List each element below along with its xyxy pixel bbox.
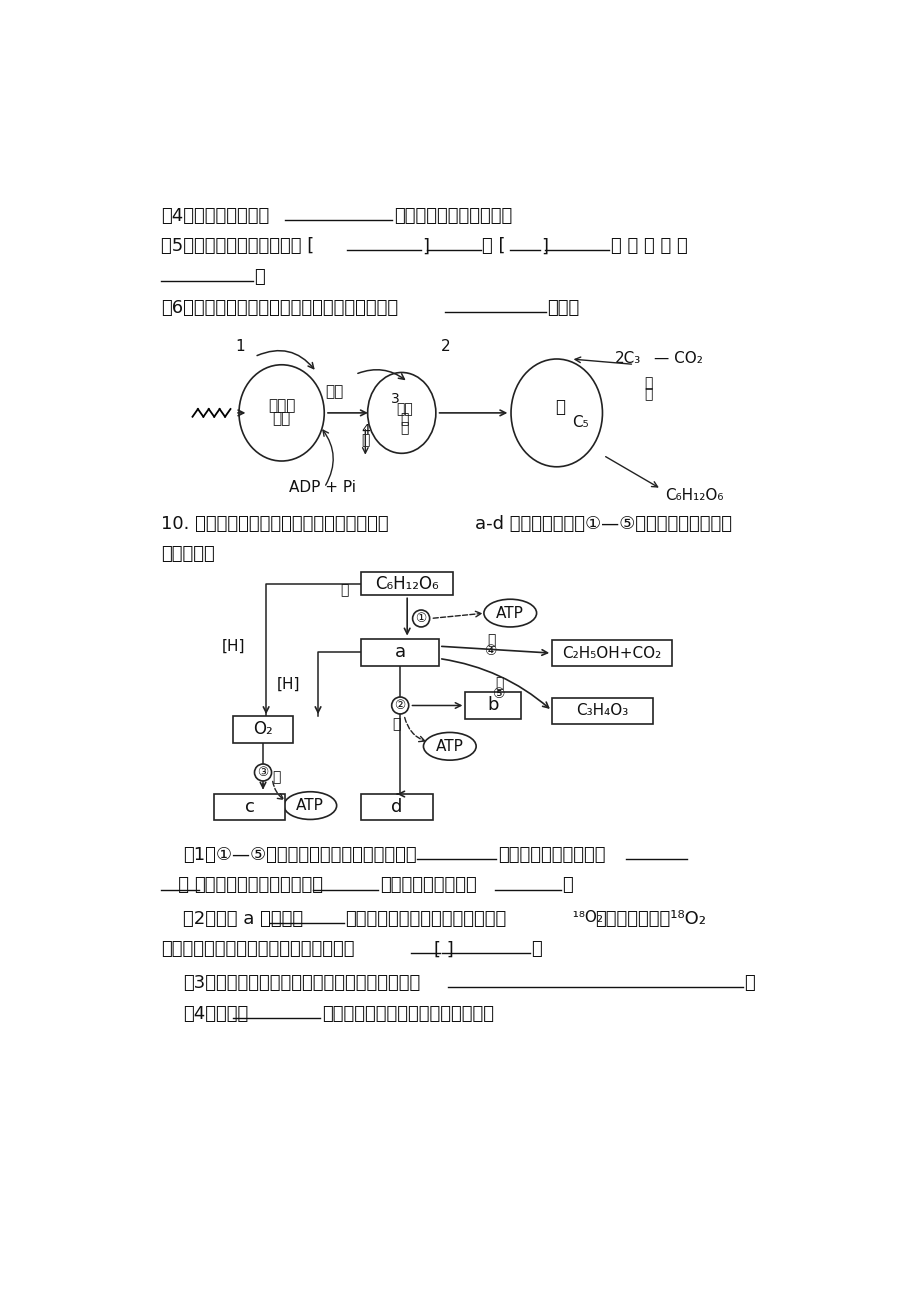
Text: ]: ] bbox=[422, 237, 429, 256]
Text: ；在细胞质基质中进行的是: ；在细胞质基质中进行的是 bbox=[194, 876, 323, 895]
Text: ；: ； bbox=[162, 876, 189, 895]
Text: 可使活细胞中的线粒体染成蓝绿色。: 可使活细胞中的线粒体染成蓝绿色。 bbox=[322, 1005, 494, 1024]
FancyBboxPatch shape bbox=[361, 572, 452, 596]
Text: 酶: 酶 bbox=[361, 434, 369, 447]
Text: ③: ③ bbox=[257, 765, 268, 778]
Text: 1: 1 bbox=[235, 339, 244, 353]
FancyBboxPatch shape bbox=[233, 716, 293, 743]
Text: （4）用染料: （4）用染料 bbox=[183, 1005, 248, 1024]
Text: ②: ② bbox=[394, 699, 405, 712]
Text: （5）暗反应需要光反应提供 [: （5）暗反应需要光反应提供 [ bbox=[162, 237, 314, 256]
Text: 。: 。 bbox=[743, 974, 754, 992]
Text: C₅: C₅ bbox=[571, 415, 587, 429]
Text: [H]: [H] bbox=[221, 639, 245, 653]
Text: 分子: 分子 bbox=[272, 412, 290, 426]
Text: 和 多 种 酶 的: 和 多 种 酶 的 bbox=[610, 237, 687, 256]
Text: 4: 4 bbox=[360, 422, 369, 437]
Text: 2: 2 bbox=[440, 339, 449, 353]
Ellipse shape bbox=[391, 698, 408, 715]
Text: 。: 。 bbox=[562, 876, 573, 895]
Text: a: a bbox=[394, 643, 405, 661]
Text: ①: ① bbox=[415, 612, 426, 625]
Text: c: c bbox=[244, 798, 255, 816]
Text: ⑤: ⑤ bbox=[493, 687, 505, 702]
FancyBboxPatch shape bbox=[551, 640, 672, 666]
Text: （3）简要说明人类体温的维持和细胞呼吸的关系: （3）简要说明人类体温的维持和细胞呼吸的关系 bbox=[183, 974, 420, 992]
Text: 酶: 酶 bbox=[494, 677, 503, 690]
Text: ]: ] bbox=[540, 237, 548, 256]
Text: ¹⁸O₂: ¹⁸O₂ bbox=[562, 910, 602, 925]
Text: C₃H₄O₃: C₃H₄O₃ bbox=[575, 703, 628, 719]
Text: ATP: ATP bbox=[296, 798, 323, 814]
Text: 光解: 光解 bbox=[324, 383, 343, 399]
Text: 3: 3 bbox=[391, 393, 400, 406]
FancyBboxPatch shape bbox=[361, 639, 438, 666]
Text: 定: 定 bbox=[643, 387, 652, 400]
Text: — CO₂: — CO₂ bbox=[652, 351, 702, 366]
Text: 2C₃: 2C₃ bbox=[614, 351, 641, 366]
Text: 、 [: 、 [ bbox=[482, 237, 505, 256]
Text: b: b bbox=[487, 696, 498, 715]
Text: 催化: 催化 bbox=[396, 402, 413, 416]
Text: 增多。: 增多。 bbox=[547, 299, 579, 317]
FancyBboxPatch shape bbox=[551, 698, 652, 724]
Text: C₆H₁₂O₆: C₆H₁₂O₆ bbox=[664, 488, 723, 502]
Ellipse shape bbox=[483, 600, 536, 627]
Text: 酶: 酶 bbox=[340, 583, 348, 597]
Text: ATP: ATP bbox=[495, 605, 524, 621]
Text: C₂H₅OH+CO₂: C₂H₅OH+CO₂ bbox=[562, 645, 661, 661]
Text: ，将一只实验小鼠放入含有放射性: ，将一只实验小鼠放入含有放射性 bbox=[345, 910, 505, 927]
Text: ④: ④ bbox=[485, 644, 497, 657]
Text: 。: 。 bbox=[255, 269, 265, 286]
Text: a-d 表示某种物质，①—⑤表示相关生理过程，: a-d 表示某种物质，①—⑤表示相关生理过程， bbox=[475, 515, 732, 532]
Text: 据图回答：: 据图回答： bbox=[162, 545, 215, 563]
Text: [H]: [H] bbox=[277, 677, 300, 692]
Text: 酶: 酶 bbox=[487, 632, 495, 647]
Text: 。: 。 bbox=[530, 940, 541, 958]
Text: （6）把阳光下的绿色植物突然遮光，叶绿体中的: （6）把阳光下的绿色植物突然遮光，叶绿体中的 bbox=[162, 299, 398, 317]
Text: 酶: 酶 bbox=[555, 398, 565, 416]
FancyBboxPatch shape bbox=[465, 692, 520, 719]
Ellipse shape bbox=[255, 764, 271, 781]
Text: 原: 原 bbox=[401, 421, 409, 436]
Ellipse shape bbox=[239, 365, 323, 462]
Text: 固: 固 bbox=[643, 376, 652, 390]
FancyBboxPatch shape bbox=[361, 794, 432, 820]
Ellipse shape bbox=[284, 792, 336, 819]
Text: ；在线粒体中进行的是: ；在线粒体中进行的是 bbox=[497, 845, 605, 863]
Ellipse shape bbox=[510, 359, 602, 467]
Text: 酶: 酶 bbox=[391, 717, 400, 732]
Text: 还: 还 bbox=[401, 412, 409, 426]
Text: 叶绿素: 叶绿素 bbox=[267, 398, 295, 412]
Text: ATP: ATP bbox=[436, 739, 463, 754]
Ellipse shape bbox=[412, 610, 429, 627]
Text: d: d bbox=[391, 798, 403, 816]
Text: （1）①—⑤过程，能在人体细胞中进行的是: （1）①—⑤过程，能在人体细胞中进行的是 bbox=[183, 845, 416, 863]
Text: 进入细胞后，最先出现的放射性化合物是: 进入细胞后，最先出现的放射性化合物是 bbox=[162, 940, 355, 958]
Text: 浓度后可增加作物产量。: 浓度后可增加作物产量。 bbox=[393, 206, 512, 224]
Text: 10. 下图表示生物体内呼吸作用的过程，图中: 10. 下图表示生物体内呼吸作用的过程，图中 bbox=[162, 515, 389, 532]
Text: ；释放能量最多的是: ；释放能量最多的是 bbox=[380, 876, 476, 895]
Text: ADP + Pi: ADP + Pi bbox=[289, 480, 356, 496]
Text: 气体的容器内，¹⁸O₂: 气体的容器内，¹⁸O₂ bbox=[595, 910, 706, 927]
Ellipse shape bbox=[368, 373, 436, 454]
Text: （4）空气中适当增加: （4）空气中适当增加 bbox=[162, 206, 269, 224]
FancyBboxPatch shape bbox=[214, 794, 285, 820]
Text: O₂: O₂ bbox=[253, 720, 273, 738]
Text: 酶: 酶 bbox=[272, 771, 280, 784]
Text: [ ]: [ ] bbox=[411, 940, 453, 958]
Text: C₆H₁₂O₆: C₆H₁₂O₆ bbox=[375, 575, 438, 593]
Text: （2）图中 a 物质表示: （2）图中 a 物质表示 bbox=[183, 910, 303, 927]
Ellipse shape bbox=[423, 733, 476, 760]
